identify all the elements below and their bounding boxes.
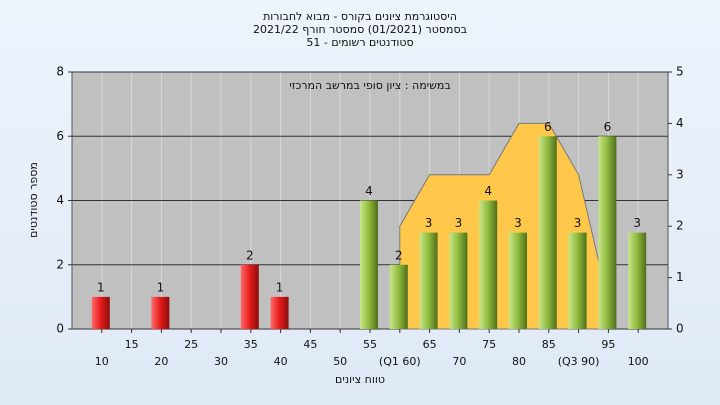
value-label: 4 — [484, 184, 492, 198]
x-tick-label: 95 — [601, 338, 615, 351]
y2-tick-label: 5 — [676, 65, 684, 79]
annotation: במשימה : ציון סופי במרשב המרכזי — [289, 79, 451, 92]
x-tick-label: 10 — [95, 355, 109, 368]
x-tick-label: 65 — [423, 338, 437, 351]
bar — [389, 264, 408, 329]
bar — [479, 200, 498, 329]
y2-tick-label: 1 — [676, 270, 684, 284]
value-label: 3 — [633, 216, 641, 230]
y2-tick-label: 2 — [676, 219, 684, 233]
y-tick-label: 0 — [56, 322, 64, 336]
x-tick-label: 55 — [363, 338, 377, 351]
value-label: 3 — [455, 216, 463, 230]
value-label: 6 — [544, 120, 552, 134]
x-tick-label: 85 — [542, 338, 556, 351]
bar — [449, 232, 468, 329]
y2-tick-label: 0 — [676, 322, 684, 336]
bar — [270, 296, 289, 329]
value-label: 2 — [395, 248, 403, 262]
y2-tick-label: 3 — [676, 167, 684, 181]
value-label: 1 — [157, 280, 165, 294]
x-axis-label: טווח ציונים — [335, 373, 385, 386]
bar — [538, 136, 557, 329]
y2-tick-label: 4 — [676, 116, 684, 130]
y-tick-label: 8 — [56, 65, 64, 79]
x-tick-label: 25 — [184, 338, 198, 351]
bar — [568, 232, 587, 329]
x-tick-label: 35 — [244, 338, 258, 351]
bar — [240, 264, 259, 329]
value-label: 3 — [574, 216, 582, 230]
x-tick-label: 100 — [628, 355, 649, 368]
value-label: 3 — [514, 216, 522, 230]
bar — [598, 136, 617, 329]
bar — [628, 232, 647, 329]
bar — [91, 296, 110, 329]
chart-subtitle: סטודנטים רשומים - 51 — [306, 36, 413, 49]
y-tick-label: 2 — [56, 257, 64, 271]
chart-subtitle: בסמסטר (01/2021) סמסטר חורף 2021/22 — [253, 23, 467, 36]
x-tick-label: 20 — [154, 355, 168, 368]
x-tick-label: 30 — [214, 355, 228, 368]
x-tick-label: 50 — [333, 355, 347, 368]
x-tick-label: (Q3 90) — [558, 355, 600, 368]
value-label: 4 — [365, 184, 373, 198]
y-tick-label: 4 — [56, 193, 64, 207]
x-tick-label: 70 — [452, 355, 466, 368]
x-tick-label: 40 — [274, 355, 288, 368]
x-tick-label: 80 — [512, 355, 526, 368]
bar — [509, 232, 527, 329]
value-label: 6 — [604, 120, 612, 134]
x-tick-label: 15 — [125, 338, 139, 351]
y-axis-label: מספר סטודנטים — [27, 162, 40, 238]
chart-title: היסטוגרמת ציונים בקורס - מבוא לחבורות — [263, 10, 457, 23]
bar — [151, 296, 170, 329]
x-tick-label: (Q1 60) — [379, 355, 421, 368]
x-tick-label: 45 — [303, 338, 317, 351]
value-label: 3 — [425, 216, 433, 230]
bar — [360, 200, 378, 329]
x-tick-label: 75 — [482, 338, 496, 351]
value-label: 2 — [246, 248, 254, 262]
value-label: 1 — [97, 280, 105, 294]
bar — [419, 232, 438, 329]
y-tick-label: 6 — [56, 129, 64, 143]
value-label: 1 — [276, 280, 284, 294]
